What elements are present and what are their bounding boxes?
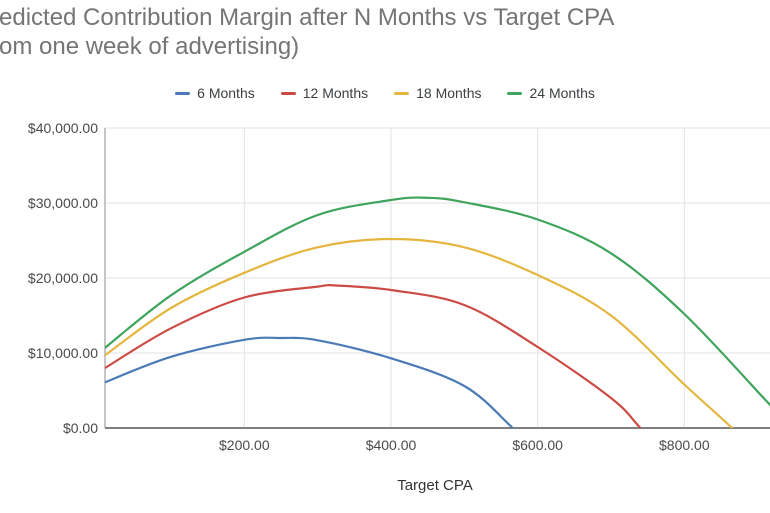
x-tick-label: $400.00 — [366, 437, 417, 453]
legend-swatch — [280, 91, 296, 95]
y-tick-label: $20,000.00 — [28, 270, 98, 286]
series-line-24-months — [105, 196, 770, 407]
legend-item-18-months: 18 Months — [394, 85, 481, 101]
y-tick-label: $30,000.00 — [28, 195, 98, 211]
legend-item-6-months: 6 Months — [175, 85, 255, 101]
legend: 6 Months 12 Months 18 Months 24 Months — [0, 83, 770, 103]
y-tick-label: $40,000.00 — [28, 120, 98, 136]
legend-item-12-months: 12 Months — [280, 85, 369, 101]
chart-title-line-2: om one week of advertising) — [0, 33, 300, 60]
legend-label: 18 Months — [416, 85, 482, 101]
legend-item-24-months: 24 Months — [507, 85, 595, 101]
legend-swatch — [394, 91, 410, 95]
legend-label: 12 Months — [302, 85, 369, 101]
legend-swatch — [507, 91, 523, 95]
series-line-6-months — [105, 336, 515, 428]
legend-swatch — [175, 91, 191, 95]
x-tick-label: $800.00 — [659, 437, 710, 453]
series-line-18-months — [105, 237, 734, 428]
x-tick-label: $200.00 — [219, 437, 270, 453]
legend-label: 6 Months — [197, 85, 255, 101]
y-tick-label: $10,000.00 — [28, 345, 98, 361]
chart-title-line-1: edicted Contribution Margin after N Mont… — [0, 4, 615, 31]
legend-label: 24 Months — [529, 85, 595, 101]
series-curves — [105, 196, 770, 428]
x-axis-title: Target CPA — [397, 477, 473, 494]
chart-title: edicted Contribution Margin after N Mont… — [0, 3, 614, 61]
x-tick-label: $600.00 — [512, 437, 563, 453]
series-line-12-months — [105, 283, 642, 428]
y-tick-label: $0.00 — [63, 420, 98, 436]
